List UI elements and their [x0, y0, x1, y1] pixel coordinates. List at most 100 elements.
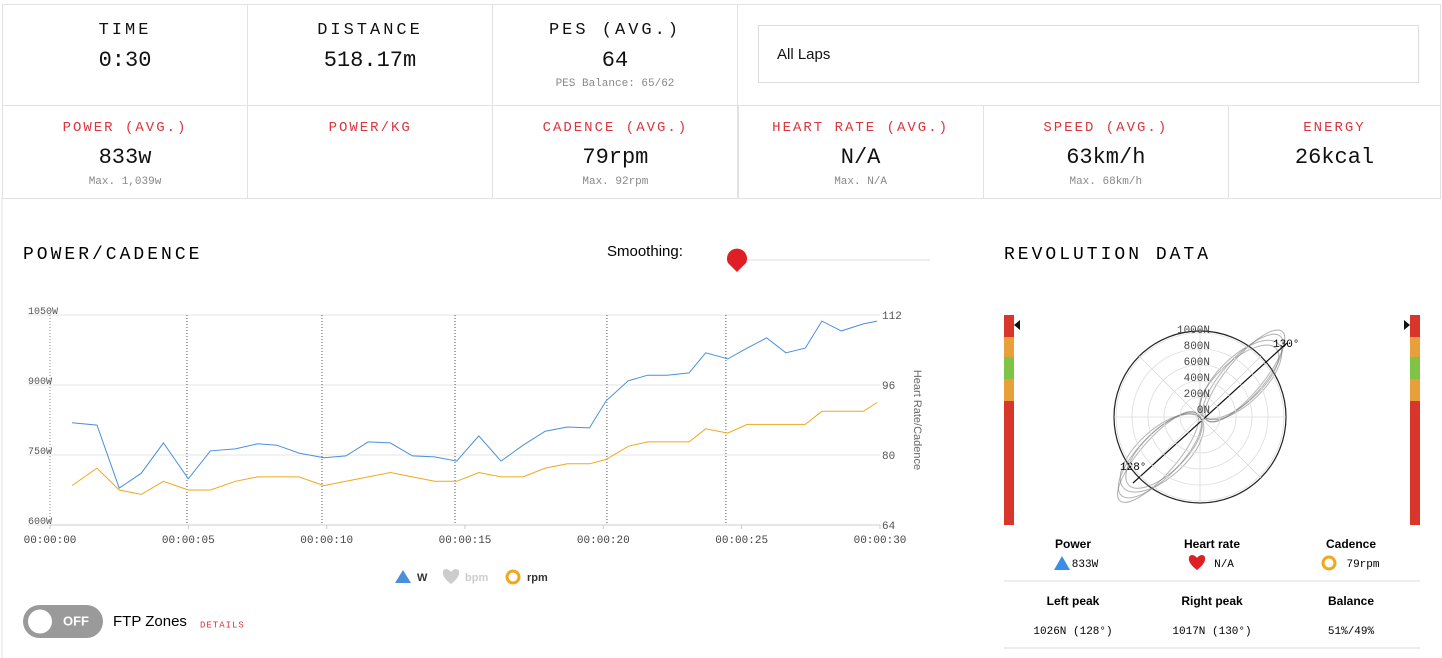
summary-detail: PES Balance: 65/62 [555, 78, 675, 90]
revolution-legend-name: Cadence [1326, 537, 1376, 551]
heart-icon [1188, 555, 1206, 570]
x-tick-label: 00:00:20 [577, 535, 630, 547]
summary-cell: DISTANCE 518.17m [247, 4, 493, 106]
radial-tick-label: 0N [1197, 405, 1210, 417]
radial-tick-label: 400N [1184, 373, 1210, 385]
metric-detail: Max. 1,039w [88, 176, 162, 188]
summary-label: PES (AVG.) [548, 21, 682, 40]
revolution-legend-value: 79rpm [1346, 559, 1379, 571]
y2-axis-label: Heart Rate/Cadence [911, 370, 923, 470]
metric-cell: ENERGY 26kcal [1228, 105, 1441, 199]
revolution-legend-value: 833W [1072, 559, 1099, 571]
slider-handle[interactable] [727, 248, 748, 272]
y2-tick-label: 80 [882, 451, 895, 463]
peak-value: 1017N (130°) [1172, 626, 1251, 638]
legend-label: W [417, 572, 428, 584]
metric-value: 26kcal [1294, 145, 1375, 170]
radial-tick-label: 200N [1184, 389, 1210, 401]
summary-cell: TIME 0:30 [2, 4, 248, 106]
x-tick-label: 00:00:25 [715, 535, 768, 547]
cadence-icon [1321, 555, 1337, 571]
metric-label: POWER/KG [328, 120, 412, 136]
metric-detail: Max. 68km/h [1069, 176, 1143, 188]
peak-axis [1132, 342, 1288, 484]
y-tick-label: 600W [28, 517, 52, 528]
revolution-title: REVOLUTION DATA [1004, 245, 1211, 265]
lap-cell: All Laps [737, 4, 1441, 106]
revolution-legend-name: Heart rate [1184, 537, 1240, 551]
radial-grid [1131, 348, 1269, 486]
metric-cell: HEART RATE (AVG.) N/A Max. N/A [737, 105, 984, 199]
radial-grid [1147, 364, 1253, 470]
metric-cell: POWER (AVG.) 833w Max. 1,039w [2, 105, 248, 199]
legend-label: rpm [527, 572, 548, 584]
metric-detail: Max. N/A [834, 176, 887, 188]
legend-icon [395, 570, 411, 583]
smoothing-label: Smoothing: [607, 243, 683, 260]
metric-cell: CADENCE (AVG.) 79rpm Max. 92rpm [492, 105, 739, 199]
toggle-text: OFF [63, 613, 89, 628]
radial-grid [1163, 380, 1237, 454]
metric-label: ENERGY [1303, 120, 1366, 136]
toggle-knob [28, 609, 52, 634]
revolution-legend-value: N/A [1214, 559, 1234, 571]
x-tick-label: 00:00:10 [300, 535, 353, 547]
metric-cell: POWER/KG [247, 105, 494, 199]
radial-grid [1115, 332, 1285, 502]
summary-value: 64 [601, 48, 629, 73]
summary-cell: PES (AVG.) 64 PES Balance: 65/62 [492, 4, 738, 106]
ftp-label: FTP Zones [113, 613, 187, 630]
series-line [72, 320, 878, 489]
plot-area: 600W 750W 900W 1050W 64 80 96 112 Heart Rate/Cad… [24, 307, 923, 547]
power-icon [1054, 556, 1070, 570]
peak-value: 51%/49% [1328, 626, 1375, 638]
metric-value: 63km/h [1066, 145, 1146, 170]
radial-tick-label: 600N [1184, 357, 1210, 369]
metric-label: HEART RATE (AVG.) [772, 120, 949, 136]
y2-tick-label: 64 [882, 521, 896, 533]
force-curves [1117, 329, 1286, 503]
metric-label: POWER (AVG.) [62, 120, 188, 136]
legend-icon [505, 569, 521, 585]
summary-value: 0:30 [98, 48, 152, 73]
radial-grid [1179, 396, 1221, 438]
radial-tick-label: 800N [1184, 341, 1210, 353]
y-tick-label: 900W [28, 377, 52, 388]
peak-name: Balance [1328, 594, 1374, 608]
lap-select[interactable]: All Laps [758, 25, 1419, 83]
x-tick-label: 00:00:30 [854, 535, 907, 547]
legend-label: bpm [465, 572, 488, 584]
series-line [71, 402, 878, 495]
x-tick-label: 00:00:05 [162, 535, 215, 547]
revolution-legend: Power 833W Heart rate N/A Cadence 79rpm Left p… [1033, 537, 1380, 638]
metric-label: CADENCE (AVG.) [542, 120, 689, 136]
summary-label: TIME [98, 21, 152, 40]
peak-name: Left peak [1047, 594, 1100, 608]
chart-title: POWER/CADENCE [23, 245, 202, 265]
y2-tick-label: 96 [882, 381, 895, 393]
legend-icon [442, 569, 460, 584]
metric-label: SPEED (AVG.) [1043, 120, 1169, 136]
summary-label: DISTANCE [317, 21, 423, 40]
y-tick-label: 750W [28, 447, 52, 458]
revolution-legend-name: Power [1055, 537, 1091, 551]
x-tick-label: 00:00:00 [24, 535, 77, 547]
y2-tick-label: 112 [882, 311, 902, 323]
metric-detail: Max. 92rpm [582, 176, 649, 188]
metric-value: 833w [98, 145, 152, 170]
radial-tick-label: 1000N [1177, 325, 1210, 337]
radial-grid [1195, 412, 1205, 422]
peak-name: Right peak [1181, 594, 1243, 608]
y-tick-label: 1050W [28, 307, 58, 318]
x-tick-label: 00:00:15 [439, 535, 492, 547]
metric-value: N/A [840, 145, 881, 170]
metric-cell: SPEED (AVG.) 63km/h Max. 68km/h [982, 105, 1229, 199]
summary-value: 518.17m [323, 48, 417, 73]
ftp-details-link[interactable]: DETAILS [200, 620, 245, 630]
balance-bar-right [1404, 315, 1420, 525]
metric-value: 79rpm [582, 145, 649, 170]
